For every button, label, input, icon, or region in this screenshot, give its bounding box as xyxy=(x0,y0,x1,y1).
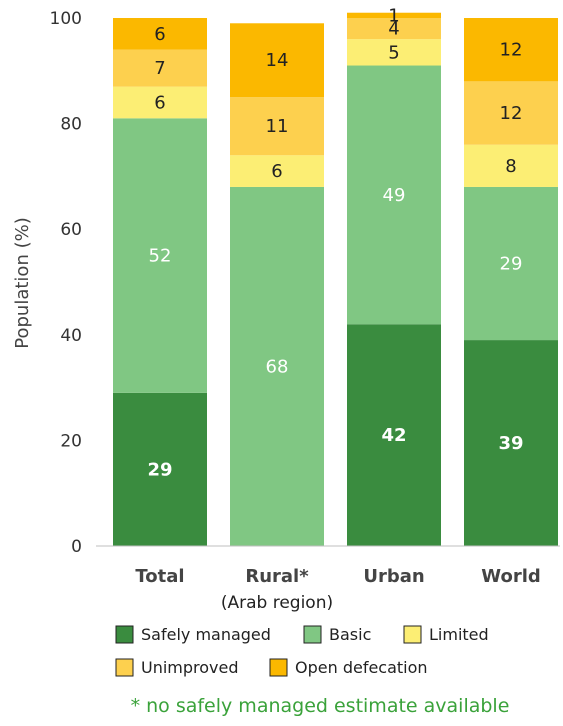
bar-segment xyxy=(347,324,441,546)
data-label: 6 xyxy=(271,161,282,182)
data-label: 6 xyxy=(154,24,165,45)
x-tick-label: Urban xyxy=(363,566,424,587)
bar-segment xyxy=(464,186,558,341)
data-label: 68 xyxy=(266,356,289,377)
bar-segment xyxy=(230,97,324,156)
data-label: 12 xyxy=(500,40,523,61)
data-label: 12 xyxy=(500,103,523,124)
x-tick-label: Total xyxy=(135,566,184,587)
x-tick-label: World xyxy=(481,566,541,587)
data-label: 29 xyxy=(500,254,523,275)
bars-group: 29 52 6 7 6 68 6 11 14 42 49 541 39 29 8 12 12 xyxy=(113,5,558,546)
data-label: 6 xyxy=(154,92,165,113)
y-tick-label: 100 xyxy=(50,9,82,29)
legend-label: Unimproved xyxy=(141,658,239,677)
y-axis-title: Population (%) xyxy=(12,217,33,348)
x-tick-label: Rural* xyxy=(245,566,309,587)
legend-label: Basic xyxy=(329,625,371,644)
bar-segment xyxy=(347,18,441,40)
bar-segment xyxy=(113,49,207,87)
legend-label: Limited xyxy=(429,625,489,644)
y-tick-label: 0 xyxy=(71,537,82,557)
legend-swatch xyxy=(303,625,322,644)
legend-label: Safely managed xyxy=(141,625,271,644)
data-label: 14 xyxy=(266,50,289,71)
bar-segment xyxy=(464,18,558,82)
y-tick-label: 40 xyxy=(60,326,82,346)
legend-swatch xyxy=(115,625,134,644)
data-label: 5 xyxy=(388,42,399,63)
x-axis: Total Rural* (Arab region) Urban World xyxy=(135,566,540,613)
bar-segment xyxy=(347,12,441,18)
bar-segment xyxy=(113,18,207,50)
bar-segment xyxy=(113,392,207,546)
bar-segment xyxy=(230,23,324,98)
data-label: 8 xyxy=(505,156,516,177)
bar-segment xyxy=(464,340,558,546)
bar-segment xyxy=(230,155,324,187)
legend-swatch xyxy=(403,625,422,644)
data-label: 11 xyxy=(266,116,289,137)
y-tick-label: 20 xyxy=(60,431,82,451)
data-label: 1 xyxy=(388,5,399,26)
data-label: 7 xyxy=(154,58,165,79)
bar-segment xyxy=(347,65,441,325)
legend-label: Open defecation xyxy=(295,658,428,677)
y-axis: 0 20 40 60 80 100 xyxy=(50,9,82,557)
legend: Safely managed Basic Limited Unimproved Open… xyxy=(115,625,489,677)
legend-swatch xyxy=(115,658,134,677)
data-label: 4 xyxy=(388,19,399,40)
bar-segment xyxy=(347,39,441,66)
data-label: 49 xyxy=(383,185,406,206)
footnote: * no safely managed estimate available xyxy=(131,695,510,717)
bar-segment xyxy=(464,144,558,187)
y-tick-label: 80 xyxy=(60,115,82,135)
data-label: 39 xyxy=(498,433,523,454)
data-label: 42 xyxy=(381,425,406,446)
bar-segment xyxy=(113,118,207,393)
bar-segment xyxy=(113,86,207,119)
bar-segment xyxy=(230,186,324,546)
bar-segment xyxy=(464,81,558,145)
y-tick-label: 60 xyxy=(60,220,82,240)
data-label: 29 xyxy=(147,459,172,480)
data-label: 52 xyxy=(149,246,172,267)
x-tick-sublabel: (Arab region) xyxy=(221,593,333,613)
legend-swatch xyxy=(269,658,288,677)
